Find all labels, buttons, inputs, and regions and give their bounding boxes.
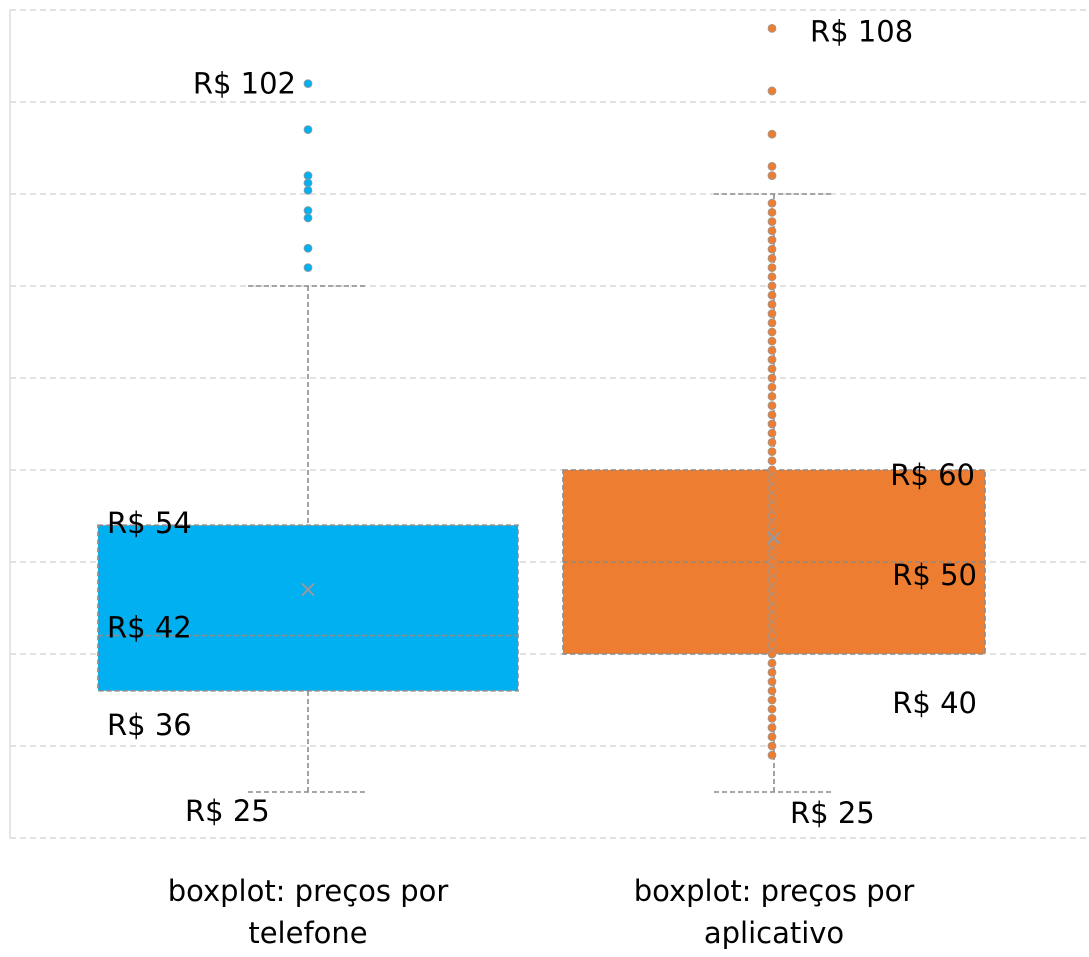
outlier: [303, 185, 313, 195]
point: [767, 318, 777, 328]
point: [767, 401, 777, 411]
point: [767, 750, 777, 760]
outlier: [303, 79, 313, 88]
point: [767, 511, 777, 521]
point: [767, 290, 777, 300]
point: [767, 732, 777, 742]
outlier: [303, 171, 313, 181]
point: [767, 309, 777, 319]
category-label: boxplot: preços por telefone: [167, 874, 449, 950]
data-label: R$ 108: [810, 14, 913, 48]
data-label: R$ 102: [193, 67, 296, 101]
box: [97, 524, 519, 692]
outlier: [303, 213, 313, 223]
data-label: R$ 54: [107, 506, 192, 540]
outlier: [303, 125, 313, 135]
point: [767, 566, 777, 576]
point: [767, 585, 777, 594]
outlier: [767, 171, 777, 181]
point: [767, 723, 777, 732]
point: [767, 373, 777, 383]
point: [767, 327, 777, 337]
point: [767, 198, 777, 208]
point: [767, 576, 777, 585]
point: [767, 226, 777, 236]
point: [767, 272, 777, 282]
data-label: R$ 40: [892, 686, 977, 720]
outlier: [767, 129, 777, 139]
point: [767, 622, 777, 631]
point: [767, 428, 777, 438]
point: [767, 714, 777, 723]
data-label: R$ 42: [107, 611, 192, 645]
point: [767, 594, 777, 604]
plot: R$ 54 R$ 42 R$ 36 R$ 25 R$ 102 R$ 60 R$ 50 R$ 4…: [9, 9, 1089, 839]
point: [767, 263, 777, 273]
data-label: R$ 50: [892, 558, 977, 592]
mean-marker: [767, 531, 781, 545]
point: [767, 391, 777, 401]
data-label: R$ 25: [790, 796, 875, 830]
mean-marker: [301, 582, 315, 597]
point: [767, 493, 777, 503]
point: [767, 456, 777, 466]
point: [767, 474, 777, 484]
point: [767, 364, 777, 374]
point: [767, 502, 777, 512]
category-label: boxplot: preços por aplicativo: [633, 874, 915, 950]
outlier: [767, 86, 777, 96]
point: [767, 281, 777, 291]
outlier: [767, 23, 777, 33]
point: [767, 658, 777, 668]
point: [767, 465, 777, 475]
point: [767, 677, 777, 686]
point: [767, 447, 777, 457]
point: [767, 345, 777, 355]
outlier: [303, 243, 313, 253]
point: [767, 299, 777, 309]
point: [767, 741, 777, 751]
point: [767, 437, 777, 447]
point: [767, 336, 777, 346]
point: [767, 631, 777, 640]
point: [767, 253, 777, 263]
point: [767, 217, 777, 227]
point: [767, 686, 777, 696]
point: [767, 530, 777, 539]
outlier: [303, 263, 313, 273]
point: [767, 557, 777, 567]
point: [767, 548, 777, 558]
point: [767, 419, 777, 429]
point: [767, 235, 777, 245]
data-label: R$ 36: [107, 708, 192, 742]
data-label: R$ 60: [890, 458, 975, 492]
point: [767, 355, 777, 365]
point: [767, 207, 777, 217]
point: [767, 520, 777, 530]
point: [767, 382, 777, 392]
point: [767, 612, 777, 622]
outlier: [303, 178, 313, 188]
point: [767, 649, 777, 659]
point: [767, 668, 777, 677]
point: [767, 704, 777, 714]
point: [767, 603, 777, 613]
outlier: [303, 206, 313, 215]
point: [767, 483, 777, 493]
data-label: R$ 25: [185, 794, 270, 828]
point: [767, 244, 777, 254]
outlier: [767, 161, 777, 171]
point: [767, 695, 777, 705]
point: [767, 410, 777, 420]
point: [767, 640, 777, 650]
